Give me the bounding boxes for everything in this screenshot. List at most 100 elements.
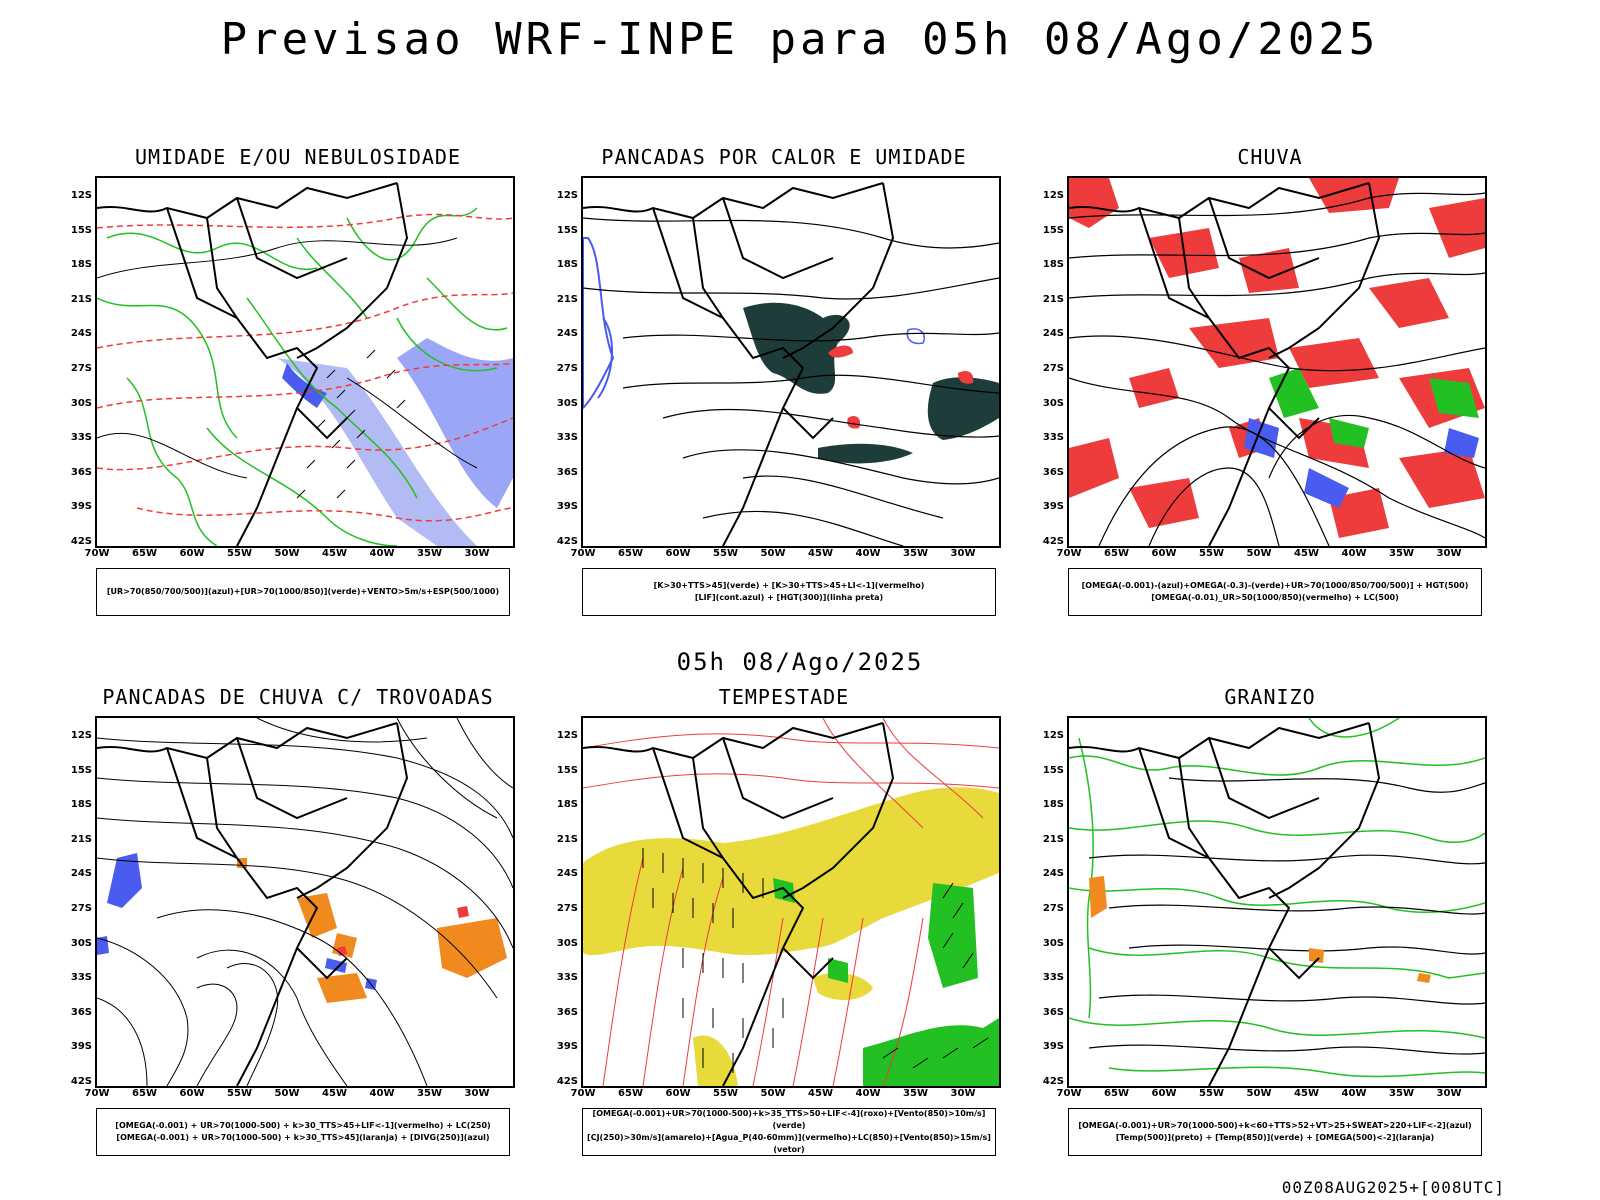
lat-tick-label: 33S bbox=[70, 972, 92, 984]
lat-tick-label: 12S bbox=[1042, 730, 1064, 741]
lat-tick-label: 12S bbox=[70, 730, 92, 741]
lat-tick-label: 36S bbox=[1042, 466, 1064, 478]
panel-title: CHUVA bbox=[1237, 145, 1303, 169]
lon-tick-label: 35W bbox=[417, 548, 442, 559]
lat-tick-label: 36S bbox=[556, 466, 578, 478]
lat-tick-label: 33S bbox=[70, 432, 92, 444]
lat-tick-label: 30S bbox=[70, 397, 92, 409]
lat-axis: 12S 15S 18S 21S 24S 27S 30S 33S 36S 39S 42S bbox=[48, 716, 95, 1088]
lon-tick-label: 40W bbox=[369, 548, 395, 559]
section-subtitle: 05h 08/Ago/2025 bbox=[676, 648, 924, 676]
lat-tick-label: 12S bbox=[556, 190, 578, 201]
lon-tick-label: 35W bbox=[903, 548, 928, 559]
lat-tick-label: 36S bbox=[70, 1006, 92, 1018]
legend-line: [K>30+TTS>45](verde) + [K>30+TTS>45+LI<-… bbox=[653, 581, 925, 590]
lon-axis: 70W 65W 60W 55W 50W 45W 40W 35W 30W bbox=[1057, 1088, 1487, 1102]
map-graphic bbox=[583, 718, 999, 1086]
lon-tick-label: 65W bbox=[132, 1088, 157, 1099]
lat-tick-label: 30S bbox=[70, 937, 92, 949]
map-graphic bbox=[1069, 718, 1485, 1086]
lon-tick-label: 30W bbox=[1436, 548, 1462, 559]
lon-tick-label: 45W bbox=[322, 548, 347, 559]
lat-tick-label: 24S bbox=[70, 328, 92, 340]
map-pancadas-calor bbox=[581, 176, 1001, 548]
run-timestamp: 00Z08AUG2025+[008UTC] bbox=[1281, 1178, 1505, 1197]
lat-tick-label: 21S bbox=[1042, 833, 1064, 845]
lon-tick-label: 50W bbox=[274, 1088, 300, 1099]
lon-tick-label: 50W bbox=[760, 1088, 786, 1099]
lon-tick-label: 55W bbox=[713, 1088, 738, 1099]
lat-tick-label: 39S bbox=[70, 1041, 92, 1053]
lat-tick-label: 33S bbox=[556, 432, 578, 444]
lat-tick-label: 42S bbox=[556, 536, 578, 547]
lat-tick-label: 24S bbox=[70, 868, 92, 880]
legend-line: [OMEGA(-0.001)+UR>70(1000-500)+k<60+TTS>… bbox=[1078, 1121, 1472, 1130]
lon-tick-label: 35W bbox=[417, 1088, 442, 1099]
map-graphic bbox=[97, 182, 513, 546]
map-pancadas-trovoadas bbox=[95, 716, 515, 1088]
lat-tick-label: 24S bbox=[1042, 868, 1064, 880]
lat-tick-label: 12S bbox=[1042, 190, 1064, 201]
legend-line: [LIF](cont.azul) + [HGT(300)](linha pret… bbox=[694, 593, 884, 602]
lat-tick-label: 15S bbox=[556, 224, 578, 236]
lat-tick-label: 27S bbox=[556, 903, 578, 914]
legend-line: [OMEGA(-0.001)-(azul)+OMEGA(-0.3)-(verde… bbox=[1081, 581, 1469, 590]
lon-tick-label: 65W bbox=[132, 548, 157, 559]
panel-title: TEMPESTADE bbox=[718, 685, 850, 709]
lon-tick-label: 60W bbox=[665, 548, 691, 559]
lat-tick-label: 18S bbox=[1042, 259, 1064, 271]
lat-axis: 12S 15S 18S 21S 24S 27S 30S 33S 36S 39S 42S bbox=[1020, 716, 1067, 1088]
lon-axis: 70W 65W 60W 55W 50W 45W 40W 35W 30W bbox=[85, 548, 515, 562]
lon-tick-label: 30W bbox=[950, 1088, 976, 1099]
lat-tick-label: 42S bbox=[1042, 536, 1064, 547]
lat-tick-label: 39S bbox=[556, 501, 578, 513]
lat-tick-label: 21S bbox=[556, 293, 578, 305]
lat-tick-label: 33S bbox=[1042, 432, 1064, 444]
lon-tick-label: 70W bbox=[570, 1088, 596, 1099]
lon-tick-label: 70W bbox=[570, 548, 596, 559]
legend-line: [OMEGA(-0.01)_UR>50(1000/850)(vermelho) … bbox=[1151, 593, 1399, 602]
lat-tick-label: 42S bbox=[556, 1076, 578, 1087]
panel-pancadas-trovoadas: PANCADAS DE CHUVA C/ TROVOADAS 12S 15S 18S… bbox=[48, 685, 548, 1175]
lat-tick-label: 39S bbox=[1042, 1041, 1064, 1053]
lon-tick-label: 40W bbox=[1341, 1088, 1367, 1099]
lon-tick-label: 60W bbox=[665, 1088, 691, 1099]
map-graphic bbox=[583, 182, 999, 546]
lat-tick-label: 15S bbox=[1042, 224, 1064, 236]
lon-tick-label: 30W bbox=[464, 1088, 490, 1099]
lon-tick-label: 70W bbox=[1056, 548, 1082, 559]
panel-title: PANCADAS POR CALOR E UMIDADE bbox=[601, 145, 967, 169]
lat-tick-label: 24S bbox=[556, 328, 578, 340]
map-graphic bbox=[97, 718, 513, 1086]
panel-pancadas-calor: PANCADAS POR CALOR E UMIDADE 12S 15S 18S 21… bbox=[534, 145, 1034, 635]
panel-chuva: CHUVA 12S 15S 18S 21S 24S 27S 30S 33S 36S 39S 42S bbox=[1020, 145, 1520, 635]
lat-tick-label: 21S bbox=[556, 833, 578, 845]
lon-tick-label: 65W bbox=[618, 548, 643, 559]
legend-line: [Temp(500)](preto) + [Temp(850)](verde) … bbox=[1115, 1133, 1435, 1142]
lat-tick-label: 15S bbox=[70, 764, 92, 776]
lat-tick-label: 21S bbox=[70, 833, 92, 845]
lon-tick-label: 65W bbox=[1104, 548, 1129, 559]
lat-axis: 12S 15S 18S 21S 24S 27S 30S 33S 36S 39S 42S bbox=[534, 176, 581, 548]
lat-tick-label: 18S bbox=[70, 259, 92, 271]
panel-title: PANCADAS DE CHUVA C/ TROVOADAS bbox=[102, 685, 494, 709]
lat-tick-label: 30S bbox=[556, 397, 578, 409]
lon-tick-label: 65W bbox=[618, 1088, 643, 1099]
lon-tick-label: 35W bbox=[903, 1088, 928, 1099]
lat-tick-label: 39S bbox=[556, 1041, 578, 1053]
lon-tick-label: 40W bbox=[855, 1088, 881, 1099]
map-chuva bbox=[1067, 176, 1487, 548]
lat-tick-label: 24S bbox=[1042, 328, 1064, 340]
legend-line: [CJ(250)>30m/s](amarelo)+[Agua_P(40-60mm… bbox=[587, 1133, 991, 1154]
lat-tick-label: 39S bbox=[70, 501, 92, 513]
lon-tick-label: 50W bbox=[1246, 1088, 1272, 1099]
legend-line: [OMEGA(-0.001) + UR>70(1000-500) + k>30_… bbox=[116, 1133, 490, 1142]
lon-tick-label: 60W bbox=[1151, 548, 1177, 559]
lat-tick-label: 30S bbox=[556, 937, 578, 949]
lat-tick-label: 24S bbox=[556, 868, 578, 880]
lat-tick-label: 33S bbox=[1042, 972, 1064, 984]
lat-tick-label: 18S bbox=[556, 259, 578, 271]
lat-tick-label: 27S bbox=[70, 903, 92, 914]
lat-axis: 12S 15S 18S 21S 24S 27S 30S 33S 36S 39S 42S bbox=[534, 716, 581, 1088]
lon-tick-label: 30W bbox=[464, 548, 490, 559]
